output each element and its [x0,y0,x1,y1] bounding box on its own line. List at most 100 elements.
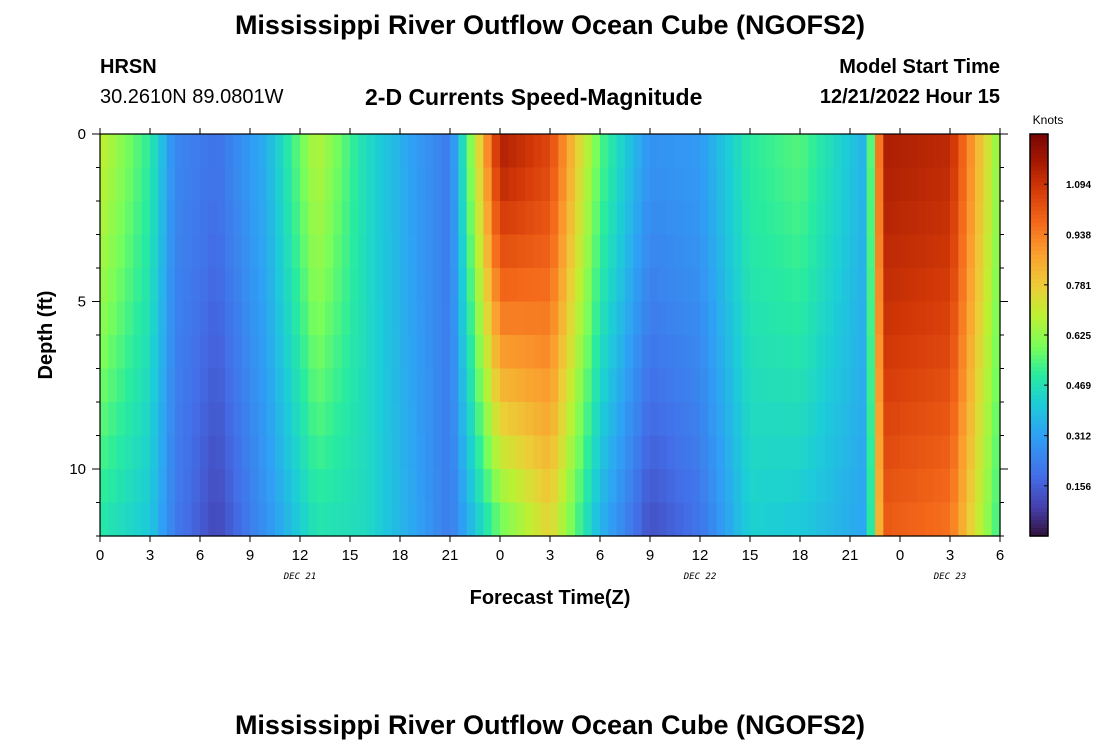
colorbar-tick-label: 0.312 [1066,432,1091,443]
heatmap-cell [616,201,626,236]
heatmap-cell [950,469,959,504]
colorbar-segment [1030,427,1048,433]
heatmap-cell [141,335,151,370]
heatmap-cell [300,335,309,370]
x-tick-label: 12 [292,547,309,564]
heatmap-cell [516,201,526,236]
heatmap-cell [983,335,993,370]
colorbar-segment [1030,531,1048,537]
heatmap-cell [191,234,201,269]
heatmap-cell [466,234,476,269]
heatmap-cell [758,368,768,403]
heatmap-cell [450,469,459,504]
heatmap-cell [558,502,568,537]
heatmap-cell [666,435,676,470]
heatmap-cell [358,402,368,437]
heatmap-cell [991,469,1001,504]
heatmap-cell [475,201,484,236]
heatmap-cell [150,134,159,169]
heatmap-cell [641,368,651,403]
heatmap-cell [541,234,551,269]
heatmap-cell [341,167,351,202]
heatmap-cell [991,502,1001,537]
heatmap-cell [416,134,426,169]
heatmap-cell [341,268,351,303]
colorbar-segment [1030,302,1048,308]
heatmap-cell [358,234,368,269]
heatmap-cell [691,167,701,202]
heatmap-cell [575,167,584,202]
heatmap-cell [416,335,426,370]
heatmap-cell [683,268,693,303]
heatmap-cell [200,201,209,236]
heatmap-cell [333,402,343,437]
heatmap-cell [641,469,651,504]
x-tick-label: 9 [646,547,654,564]
heatmap-cell [933,301,943,336]
heatmap-cell [691,469,701,504]
heatmap-cell [841,234,851,269]
heatmap-cell [358,134,368,169]
heatmap-cell [700,201,709,236]
heatmap-cell [641,301,651,336]
heatmap-cell [458,201,468,236]
heatmap-cell [975,134,984,169]
heatmap-cell [583,134,593,169]
heatmap-cell [708,268,718,303]
heatmap-cell [541,134,551,169]
heatmap-cell [183,167,193,202]
heatmap-cell [475,234,484,269]
heatmap-cell [808,301,818,336]
heatmap-cell [950,234,959,269]
heatmap-cell [975,167,984,202]
heatmap-cell [291,368,301,403]
heatmap-cell [375,167,384,202]
heatmap-cell [683,368,693,403]
heatmap-cell [300,201,309,236]
heatmap-cell [441,167,451,202]
heatmap-cell [400,335,409,370]
heatmap-cell [783,167,793,202]
heatmap-cell [966,134,976,169]
heatmap-cell [225,469,234,504]
heatmap-cell [400,435,409,470]
heatmap-cell [750,301,759,336]
heatmap-cell [766,268,776,303]
heatmap-cell [991,301,1001,336]
heatmap-cell [358,435,368,470]
heatmap-cell [816,268,826,303]
heatmap-cell [383,368,393,403]
heatmap-cell [166,234,176,269]
heatmap-cell [491,469,501,504]
heatmap-cell [491,368,501,403]
heatmap-cell [341,335,351,370]
colorbar-segment [1030,479,1048,485]
heatmap-cell [425,469,434,504]
heatmap-cell [566,335,576,370]
heatmap-cell [316,502,326,537]
heatmap-cell [266,201,276,236]
heatmap-cell [458,268,468,303]
heatmap-cell [466,134,476,169]
heatmap-cell [816,234,826,269]
heatmap-cell [641,234,651,269]
heatmap-cell [433,201,443,236]
heatmap-cell [708,402,718,437]
heatmap-cell [541,268,551,303]
heatmap-cell [425,167,434,202]
colorbar-segment [1030,447,1048,453]
heatmap-cell [225,435,234,470]
heatmap-cell [900,268,909,303]
heatmap-cell [900,368,909,403]
heatmap-cell [108,502,118,537]
heatmap-cell [725,301,734,336]
heatmap-cell [708,502,718,537]
heatmap-cell [908,301,918,336]
heatmap-cell [150,435,159,470]
heatmap-cell [400,502,409,537]
heatmap-cell [125,335,134,370]
heatmap-cell [258,469,268,504]
heatmap-cell [516,301,526,336]
heatmap-cell [600,368,609,403]
heatmap-cell [533,268,543,303]
